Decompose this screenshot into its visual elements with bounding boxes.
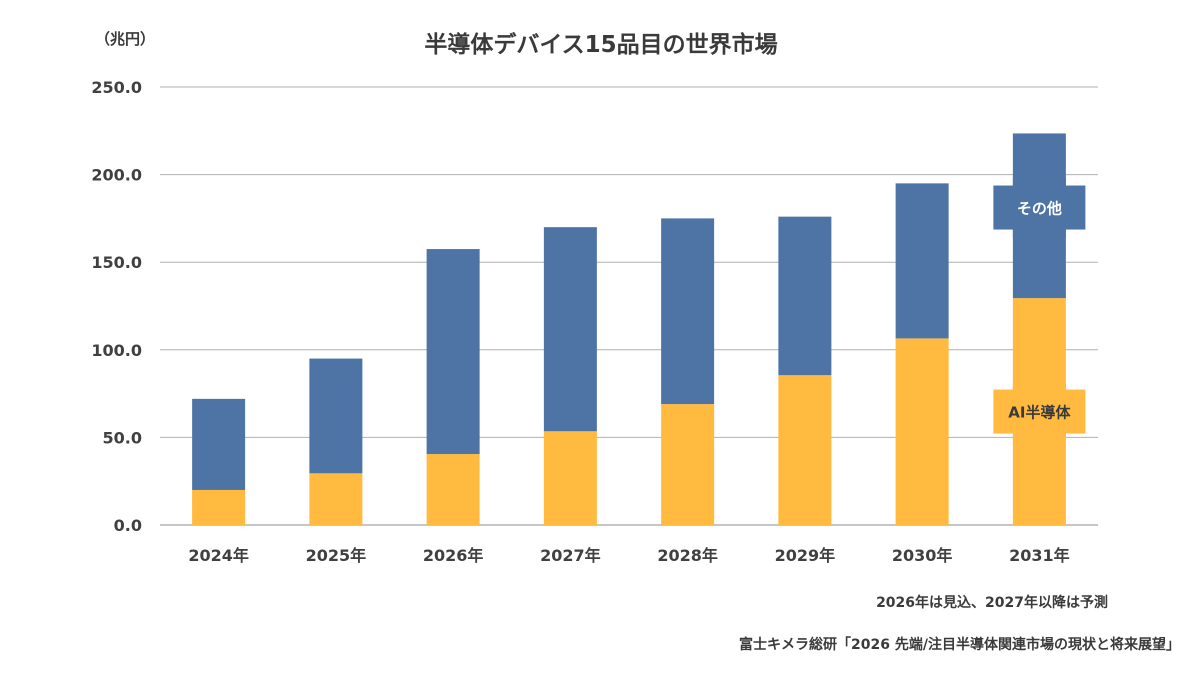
chart-title: 半導体デバイス15品目の世界市場 (424, 31, 777, 58)
y-axis-unit-label: （兆円） (95, 30, 155, 48)
bar-ai-1 (309, 473, 363, 525)
x-axis-ticks: 2024年 2025年 2026年 2027年 2028年 2029年 2030年 2031年 (188, 546, 1069, 565)
bar-ai-2 (426, 454, 480, 525)
x-tick-label: 2029年 (775, 546, 836, 565)
bar-other-0 (192, 398, 246, 490)
bar-other-2 (426, 249, 480, 455)
bar-other-4 (661, 218, 715, 405)
x-tick-label: 2031年 (1009, 546, 1070, 565)
bar-ai-5 (778, 375, 832, 525)
bar-other-5 (778, 216, 832, 376)
bar-other-3 (543, 227, 597, 432)
bar-ai-3 (543, 431, 597, 525)
x-tick-label: 2026年 (423, 546, 484, 565)
x-tick-label: 2024年 (188, 546, 249, 565)
y-tick-label: 0.0 (114, 516, 142, 535)
x-tick-label: 2030年 (892, 546, 953, 565)
bar-ai-0 (192, 489, 246, 525)
y-tick-label: 100.0 (91, 341, 142, 360)
y-tick-label: 50.0 (103, 428, 142, 447)
x-tick-label: 2028年 (657, 546, 718, 565)
callout-other: その他 (993, 177, 1086, 238)
bar-ai-4 (661, 404, 715, 525)
bar-other-6 (895, 183, 949, 339)
bar-other-1 (309, 358, 363, 474)
y-tick-label: 150.0 (91, 253, 142, 272)
series-callouts: AI半導体 その他 (993, 177, 1086, 442)
source-note: 富士キメラ総研「2026 先端/注目半導体関連市場の現状と将来展望」 (739, 636, 1180, 653)
gridlines (160, 86, 1098, 526)
y-axis-ticks: 0.0 50.0 100.0 150.0 200.0 250.0 (91, 78, 142, 535)
callout-ai: AI半導体 (993, 381, 1086, 442)
bar-ai-6 (895, 338, 949, 525)
forecast-note: 2026年は見込、2027年以降は予測 (876, 594, 1108, 611)
x-tick-label: 2027年 (540, 546, 601, 565)
x-tick-label: 2025年 (306, 546, 367, 565)
callout-label: その他 (1017, 200, 1062, 218)
bars (192, 133, 1066, 525)
y-tick-label: 250.0 (91, 78, 142, 97)
y-tick-label: 200.0 (91, 166, 142, 185)
callout-label: AI半導体 (1008, 404, 1071, 422)
